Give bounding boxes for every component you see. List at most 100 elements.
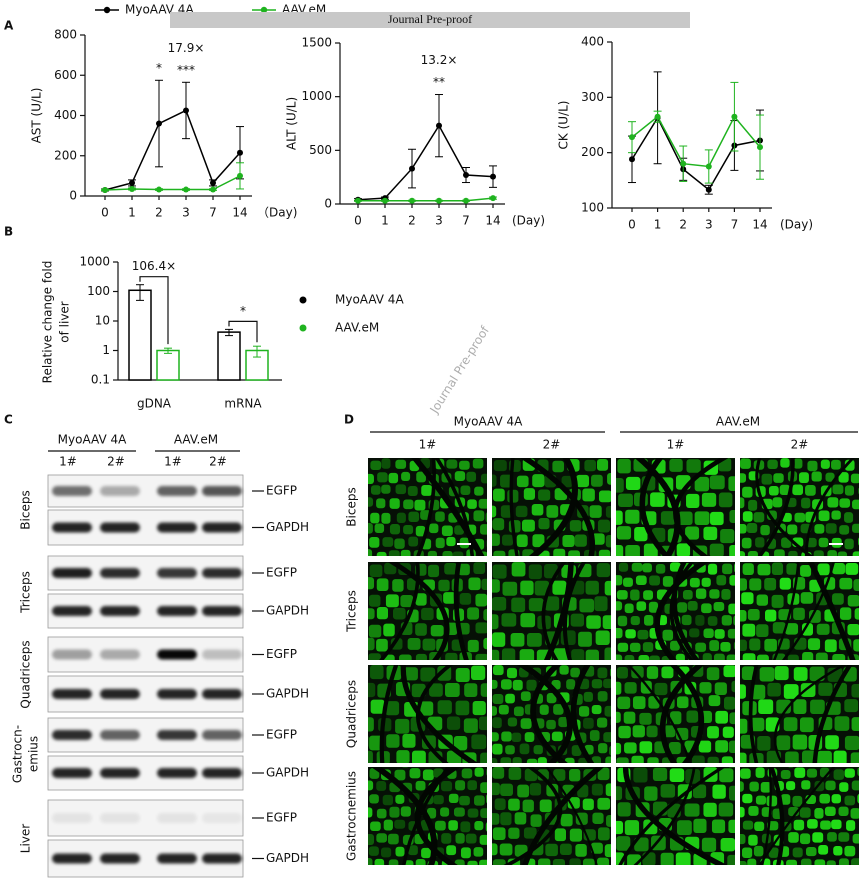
muscle-fiber <box>604 647 611 660</box>
muscle-fiber <box>807 819 818 829</box>
micrograph <box>740 562 865 664</box>
muscle-fiber <box>720 837 735 852</box>
muscle-fiber <box>500 872 511 881</box>
series-line <box>631 116 761 191</box>
muscle-fiber <box>402 767 409 768</box>
muscle-fiber <box>523 827 537 839</box>
muscle-fiber <box>571 562 584 563</box>
data-point <box>731 113 738 120</box>
rotated-label: Quadriceps <box>345 680 359 748</box>
label: EGFP <box>266 811 297 825</box>
muscle-fiber <box>639 741 653 754</box>
muscle-fiber <box>597 797 611 810</box>
muscle-fiber <box>709 589 720 599</box>
muscle-fiber <box>441 780 453 792</box>
muscle-fiber <box>749 781 759 792</box>
muscle-fiber <box>774 666 789 681</box>
muscle-fiber <box>649 655 660 660</box>
micrograph <box>740 767 859 865</box>
muscle-fiber <box>728 819 735 833</box>
muscle-fiber <box>860 653 865 664</box>
muscle-fiber <box>368 834 375 845</box>
muscle-fiber <box>756 594 769 606</box>
muscle-fiber <box>402 733 416 748</box>
muscle-fiber <box>597 667 608 679</box>
muscle-fiber <box>604 705 611 717</box>
muscle-fiber <box>492 649 500 660</box>
muscle-fiber <box>693 442 706 456</box>
muscle-fiber <box>532 474 545 488</box>
muscle-fiber <box>839 577 853 590</box>
muscle-fiber <box>616 510 623 525</box>
muscle-fiber <box>807 638 821 650</box>
muscle-fiber <box>382 794 394 806</box>
muscle-fiber <box>589 505 602 518</box>
muscle-fiber <box>635 870 649 881</box>
muscle-fiber <box>575 444 587 456</box>
muscle-fiber <box>837 551 848 556</box>
label: 1# <box>164 455 182 469</box>
muscle-fiber <box>492 827 506 841</box>
muscle-fiber <box>711 819 726 834</box>
muscle-fiber <box>831 794 841 804</box>
muscle-fiber <box>814 808 824 819</box>
muscle-fiber <box>446 716 461 730</box>
muscle-fiber <box>780 769 791 779</box>
muscle-fiber <box>686 710 699 723</box>
micrograph <box>740 458 859 556</box>
muscle-fiber <box>384 562 397 575</box>
muscle-fiber <box>713 602 725 612</box>
muscle-fiber <box>624 820 640 836</box>
muscle-fiber <box>740 767 742 768</box>
muscle-fiber <box>827 832 837 842</box>
label: 0 <box>101 206 109 220</box>
muscle-fiber <box>492 743 503 755</box>
muscle-fiber <box>513 706 524 717</box>
muscle-fiber <box>616 667 628 679</box>
blot-band <box>52 649 92 660</box>
label: Journal Pre-proof <box>388 12 472 26</box>
muscle-fiber <box>779 577 791 590</box>
muscle-fiber <box>475 593 487 607</box>
muscle-fiber <box>701 872 715 881</box>
muscle-fiber <box>625 509 640 524</box>
muscle-fiber <box>607 445 620 457</box>
muscle-fiber <box>801 497 811 509</box>
muscle-fiber <box>386 734 400 748</box>
muscle-fiber <box>675 852 691 865</box>
label: 100 <box>581 201 604 215</box>
muscle-fiber <box>861 700 865 715</box>
muscle-fiber <box>493 447 503 457</box>
label: 1# <box>419 438 437 452</box>
muscle-fiber <box>458 563 470 576</box>
blot-band <box>100 730 140 740</box>
muscle-fiber <box>617 696 631 710</box>
muscle-fiber <box>825 735 839 750</box>
blot-band <box>100 689 140 699</box>
muscle-fiber <box>624 742 637 754</box>
muscle-fiber <box>376 638 388 652</box>
muscle-fiber <box>368 682 376 698</box>
muscle-fiber <box>773 473 784 483</box>
rotated-label: Liver <box>19 824 33 854</box>
muscle-fiber <box>394 769 406 781</box>
muscle-fiber <box>703 628 714 639</box>
blot-band <box>100 522 140 533</box>
muscle-fiber <box>728 476 735 492</box>
muscle-fiber <box>519 649 535 660</box>
muscle-fiber <box>559 843 572 856</box>
muscle-fiber <box>369 564 383 577</box>
muscle-fiber <box>528 564 542 580</box>
muscle-fiber <box>760 782 772 793</box>
muscle-fiber <box>786 781 796 791</box>
muscle-fiber <box>616 836 631 851</box>
muscle-fiber <box>820 820 831 830</box>
muscle-fiber <box>381 458 391 469</box>
muscle-fiber <box>560 813 573 827</box>
muscle-fiber <box>591 783 603 796</box>
data-point <box>129 185 135 192</box>
muscle-fiber <box>630 589 640 601</box>
muscle-fiber <box>624 654 635 660</box>
muscle-fiber <box>709 543 724 556</box>
muscle-fiber <box>583 691 593 702</box>
